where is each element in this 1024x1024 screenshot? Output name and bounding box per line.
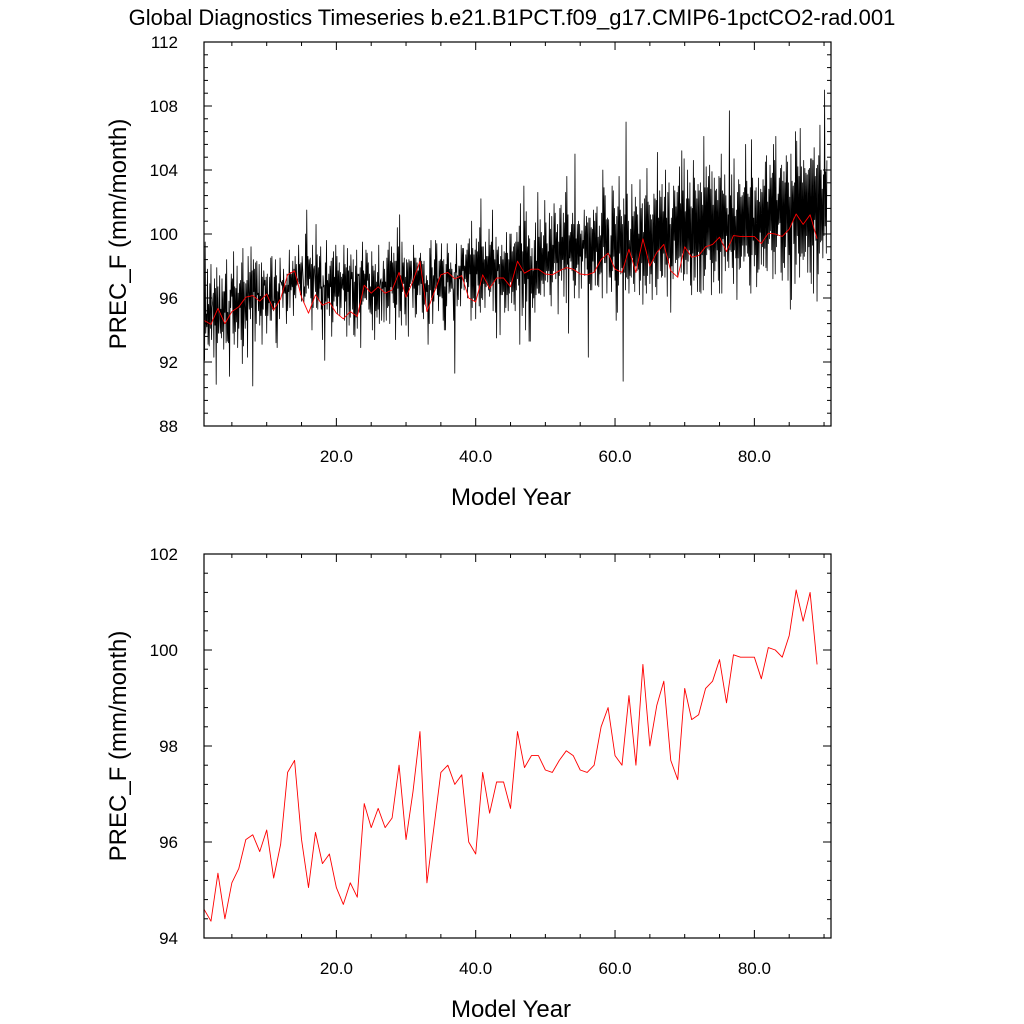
top-panel-y-tick-label: 88 (159, 417, 178, 436)
top-panel: 20.0 40.0 60.0 80.0 88 92 96 100 104 108 112 Model… (105, 33, 832, 511)
top-panel-y-tick-label: 104 (150, 161, 178, 180)
bottom-panel-y-tick-label: 100 (150, 641, 178, 660)
top-panel-x-tick-label: 60.0 (598, 447, 631, 466)
bottom-panel-x-tick-label: 20.0 (320, 959, 353, 978)
bottom-panel-ticks: 20.0 40.0 60.0 80.0 94 96 98 100 102 (150, 545, 831, 978)
bottom-panel-y-tick-label: 96 (159, 833, 178, 852)
bottom-panel-x-tick-label: 60.0 (598, 959, 631, 978)
top-panel-x-tick-label: 20.0 (320, 447, 353, 466)
bottom-panel-x-tick-label: 80.0 (738, 959, 771, 978)
top-panel-ticks: 20.0 40.0 60.0 80.0 88 92 96 100 104 108 112 (150, 33, 831, 466)
top-panel-annual-series-line (203, 213, 818, 325)
top-panel-y-tick-label: 112 (151, 33, 178, 52)
top-panel-monthly-series-line (203, 89, 828, 387)
top-panel-y-tick-label: 108 (150, 97, 178, 116)
top-panel-y-tick-label: 96 (159, 289, 178, 308)
top-panel-x-axis-label: Model Year (451, 484, 571, 511)
top-panel-y-tick-label: 100 (150, 225, 178, 244)
bottom-panel-x-axis-label: Model Year (451, 996, 571, 1023)
top-panel-x-tick-label: 40.0 (459, 447, 492, 466)
bottom-panel-y-tick-label: 94 (159, 929, 178, 948)
top-panel-x-tick-label: 80.0 (738, 447, 771, 466)
top-panel-y-axis-label: PREC_F (mm/month) (105, 119, 132, 350)
bottom-panel-annual-series-line (203, 589, 818, 922)
chart-title: Global Diagnostics Timeseries b.e21.B1PC… (129, 5, 896, 30)
bottom-panel-series (203, 589, 818, 922)
bottom-panel-y-tick-label: 102 (150, 545, 178, 564)
top-panel-series (203, 89, 828, 387)
top-panel-y-tick-label: 92 (159, 353, 178, 372)
bottom-panel-y-axis-label: PREC_F (mm/month) (105, 631, 132, 862)
bottom-panel-y-tick-label: 98 (159, 737, 178, 756)
bottom-panel-x-tick-label: 40.0 (459, 959, 492, 978)
